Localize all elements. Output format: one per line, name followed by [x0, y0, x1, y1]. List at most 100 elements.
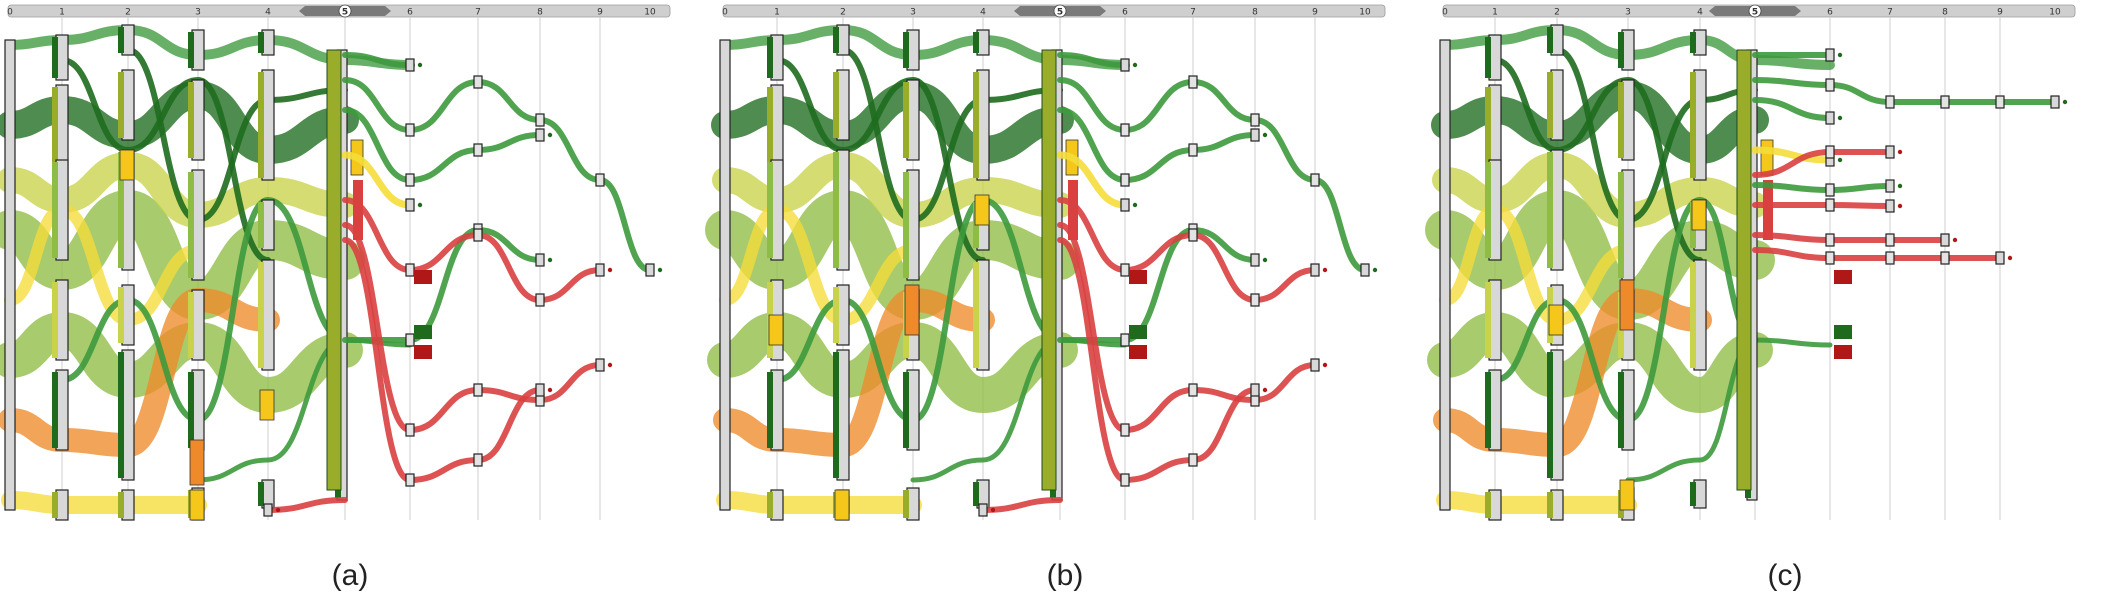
end-dot: [2062, 99, 2068, 105]
branch-node: [405, 123, 415, 137]
branch-line: [1751, 146, 1834, 164]
branch-node: [1825, 198, 1835, 212]
branch-node: [2050, 95, 2060, 109]
branch-node: [595, 263, 605, 277]
accent-block: [414, 325, 432, 339]
storyline: [1492, 57, 1703, 263]
node-segment: [188, 32, 194, 68]
branch-node: [1885, 251, 1895, 265]
accent-block: [414, 270, 432, 284]
branch-line: [1057, 107, 1258, 184]
branch-node: [1250, 253, 1260, 267]
node-segment: [973, 72, 979, 178]
end-dot: [1132, 62, 1138, 68]
tick-label: 9: [597, 8, 603, 18]
accent-block: [1834, 325, 1852, 339]
branch-node: [473, 143, 483, 157]
tick-label: 0: [722, 8, 728, 18]
tick-label: 5: [1057, 8, 1063, 18]
node-segment: [188, 172, 194, 278]
branch-node: [645, 263, 655, 277]
branch-line: [1752, 247, 2003, 261]
branch-node: [263, 503, 273, 517]
node-segment: [1690, 262, 1696, 368]
end-dot: [275, 507, 281, 513]
branch-line: [342, 52, 413, 68]
panel-c: 0 1 2 3 4 5 6 7 8 9 10 (c): [1425, 4, 2076, 592]
tick-label: 3: [1625, 8, 1631, 18]
end-dot: [1897, 203, 1903, 209]
branch-node: [1825, 145, 1835, 159]
branch-line: [342, 226, 543, 344]
end-dot: [1837, 157, 1843, 163]
highlight-node: [259, 389, 275, 421]
branch-node: [1825, 48, 1835, 62]
branch-line: [1057, 77, 1368, 273]
tick-label: 6: [1827, 8, 1833, 18]
node-segment: [258, 202, 264, 248]
branch-node: [595, 358, 605, 372]
storyline: [1492, 196, 1758, 424]
end-dot: [1322, 267, 1328, 273]
node-segment: [903, 372, 909, 448]
flow-band: [1, 491, 207, 514]
node-segment: [1618, 372, 1624, 448]
node-segment: [1690, 72, 1696, 178]
tick-label: 1: [1492, 8, 1498, 18]
node-segment: [833, 72, 839, 138]
node-segment: [188, 372, 194, 448]
node-segment: [1547, 27, 1553, 53]
accent-block: [1834, 345, 1852, 359]
active-time-badge: [1748, 4, 1762, 18]
tick-label: 7: [475, 8, 481, 18]
branch-node: [1310, 173, 1320, 187]
branch-node: [1250, 113, 1260, 127]
branch-node: [405, 173, 415, 187]
branch-node: [1940, 251, 1950, 265]
branch-node: [1120, 173, 1130, 187]
node-segment: [118, 152, 124, 268]
tick-label: 2: [125, 8, 131, 18]
node-segment: [1485, 162, 1491, 258]
branch-line: [1057, 197, 1318, 304]
node-segment: [188, 82, 194, 158]
branch-node: [405, 473, 415, 487]
branch-node: [978, 503, 988, 517]
end-dot: [657, 267, 663, 273]
tick-label: 9: [1312, 8, 1318, 18]
end-dot: [1322, 362, 1328, 368]
end-dot: [1132, 202, 1138, 208]
end-dot: [1897, 183, 1903, 189]
tick-label: 10: [644, 8, 656, 18]
storyline: [59, 196, 348, 424]
branch-line: [342, 197, 603, 304]
end-dot: [1372, 267, 1378, 273]
end-dot: [990, 507, 996, 513]
node-segment: [52, 162, 58, 258]
branch-line: [1056, 151, 1129, 209]
branch-node: [1310, 263, 1320, 277]
node-segment: [1618, 172, 1624, 278]
flow-band: [1439, 203, 1634, 327]
branch-node: [535, 113, 545, 127]
branch-node: [1250, 293, 1260, 307]
node-segment: [973, 32, 979, 53]
flow-band: [1436, 491, 1637, 514]
end-dot: [417, 62, 423, 68]
highlight-node: [1619, 479, 1635, 511]
branch-node: [1940, 233, 1950, 247]
branch-node: [1360, 263, 1370, 277]
node-segment: [903, 82, 909, 158]
node-segment: [118, 492, 124, 518]
flow-band: [4, 203, 204, 327]
branch-line: [1752, 149, 1893, 178]
end-dot: [607, 362, 613, 368]
branch-line: [1057, 52, 1128, 68]
panel-caption: (b): [1047, 559, 1084, 592]
node-segment: [1618, 32, 1624, 68]
node-segment: [258, 262, 264, 368]
highlight-node: [974, 194, 990, 226]
branch-node: [473, 75, 483, 89]
node-segment: [903, 172, 909, 278]
panel-caption: (c): [1768, 559, 1803, 592]
